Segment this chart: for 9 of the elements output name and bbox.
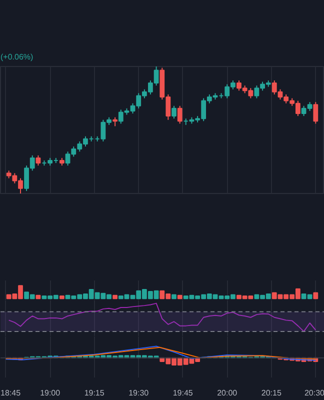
x-tick-label: 20:30 <box>304 388 324 398</box>
x-tick-label: 19:15 <box>84 388 105 398</box>
x-tick-label: 19:00 <box>40 388 61 398</box>
x-tick-label: 19:30 <box>128 388 150 398</box>
x-tick-label: 19:45 <box>172 388 194 398</box>
text: (+0.06%) <box>0 52 34 62</box>
x-tick-label: 20:00 <box>217 388 238 398</box>
x-tick-label: 20:15 <box>261 388 282 398</box>
x-tick-label: 18:45 <box>0 388 22 398</box>
